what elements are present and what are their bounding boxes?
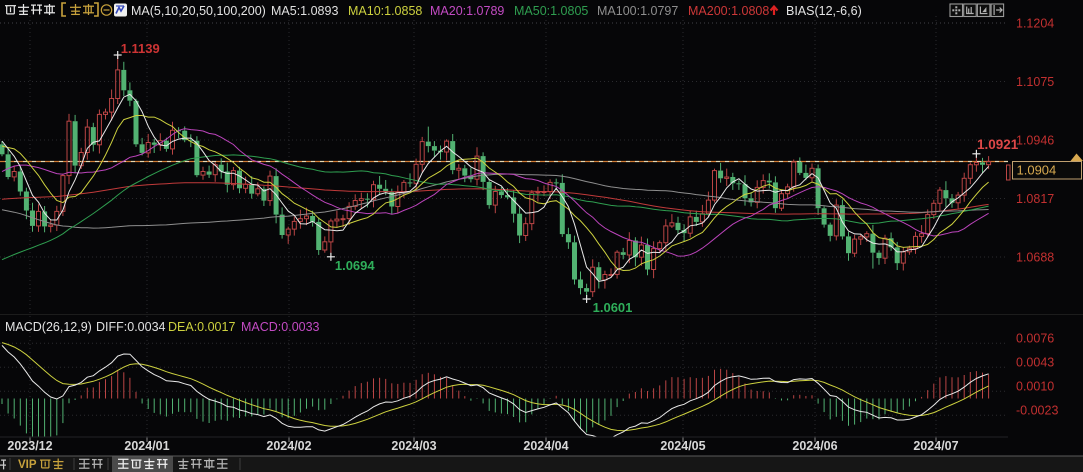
svg-text:MA50:1.0805: MA50:1.0805 [514,4,588,18]
svg-text:MA(5,10,20,50,100,200): MA(5,10,20,50,100,200) [131,4,266,18]
svg-text:2024/01: 2024/01 [124,439,169,453]
svg-text:2023/12: 2023/12 [7,439,52,453]
svg-text:1.0817: 1.0817 [1016,192,1054,206]
svg-text:1.0688: 1.0688 [1016,251,1054,265]
svg-text:DEA:0.0017: DEA:0.0017 [168,320,235,334]
svg-text:MA200:1.0808: MA200:1.0808 [688,4,769,18]
svg-text:0.0076: 0.0076 [1016,332,1054,346]
svg-text:2024/04: 2024/04 [523,439,568,453]
svg-text:1.1139: 1.1139 [121,41,160,56]
svg-text:2024/06: 2024/06 [792,439,837,453]
svg-text:MA100:1.0797: MA100:1.0797 [597,4,678,18]
svg-text:MA5:1.0893: MA5:1.0893 [271,4,338,18]
svg-text:2024/02: 2024/02 [266,439,311,453]
svg-text:MACD(26,12,9): MACD(26,12,9) [5,320,92,334]
svg-text:1.0694: 1.0694 [335,258,376,273]
svg-text:0.0010: 0.0010 [1016,380,1054,394]
svg-text:2024/05: 2024/05 [660,439,705,453]
svg-text:BIAS(12,-6,6): BIAS(12,-6,6) [786,4,862,18]
svg-text:DIFF:0.0034: DIFF:0.0034 [96,320,166,334]
svg-text:1.1204: 1.1204 [1016,17,1054,31]
svg-text:MA20:1.0789: MA20:1.0789 [430,4,504,18]
svg-text:-0.0023: -0.0023 [1016,404,1058,418]
svg-text:1.0904: 1.0904 [1017,163,1057,178]
svg-text:1.0946: 1.0946 [1016,134,1054,148]
svg-text:VIP: VIP [18,459,37,471]
svg-text:2024/03: 2024/03 [391,439,436,453]
svg-text:1.0601: 1.0601 [593,300,633,315]
svg-text:2024/07: 2024/07 [913,439,958,453]
svg-text:1.0921: 1.0921 [977,137,1019,152]
svg-text:MACD:0.0033: MACD:0.0033 [241,320,320,334]
svg-text:0.0043: 0.0043 [1016,356,1054,370]
svg-text:MA10:1.0858: MA10:1.0858 [348,4,422,18]
svg-text:1.1075: 1.1075 [1016,75,1054,89]
